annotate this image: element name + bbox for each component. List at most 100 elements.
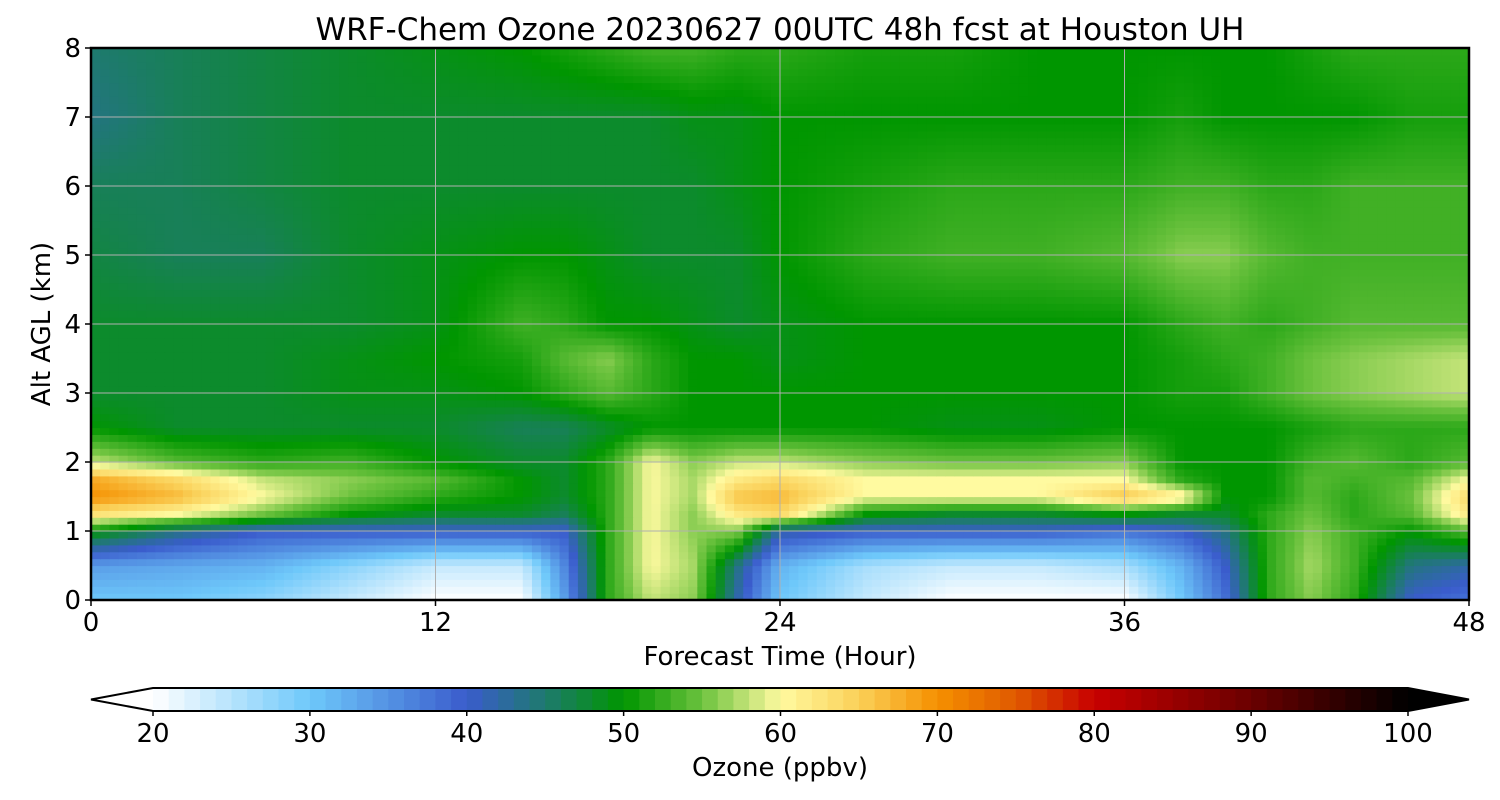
heatmap-cell (247, 586, 257, 594)
heatmap-cell (1349, 503, 1360, 511)
heatmap-cell (1322, 551, 1332, 560)
heatmap-cell (476, 372, 487, 380)
heatmap-cell (743, 420, 754, 429)
heatmap-cell (1156, 434, 1167, 442)
heatmap-cell (568, 537, 579, 546)
heatmap-cell (991, 510, 1002, 518)
heatmap-cell (1129, 565, 1139, 573)
heatmap-cell (669, 386, 680, 394)
heatmap-cell (908, 399, 919, 408)
heatmap-cell (835, 496, 845, 504)
heatmap-cell (596, 524, 607, 532)
heatmap-cell (100, 551, 110, 560)
heatmap-cell (1294, 496, 1305, 504)
heatmap-cell (568, 531, 579, 539)
heatmap-cell (467, 482, 478, 491)
heatmap-cell (1404, 475, 1415, 484)
heatmap-cell (1046, 393, 1057, 401)
heatmap-cell (1129, 593, 1139, 600)
heatmap-cell (688, 524, 698, 532)
heatmap-cell (118, 551, 129, 560)
heatmap-cell (109, 565, 120, 573)
heatmap-cell (1303, 551, 1314, 560)
heatmap-cell (1358, 558, 1369, 567)
heatmap-cell (1147, 441, 1158, 449)
heatmap-cell (320, 434, 331, 442)
heatmap-cell (651, 386, 662, 394)
heatmap-cell (825, 517, 836, 525)
heatmap-cell (1450, 558, 1461, 567)
heatmap-cell (1202, 427, 1213, 435)
heatmap-cell (394, 365, 404, 373)
heatmap-cell (173, 448, 184, 456)
heatmap-cell (265, 531, 276, 539)
heatmap-cell (835, 579, 845, 587)
heatmap-cell (577, 537, 588, 546)
heatmap-cell (550, 379, 561, 387)
heatmap-cell (844, 524, 855, 532)
heatmap-cell (825, 399, 836, 408)
heatmap-cell (1367, 544, 1378, 553)
heatmap-cell (394, 455, 404, 463)
heatmap-cell (954, 572, 965, 580)
heatmap-cell (1239, 517, 1250, 525)
heatmap-cell (302, 517, 313, 525)
heatmap-cell (881, 517, 891, 525)
heatmap-cell (1175, 399, 1185, 408)
heatmap-cell (807, 420, 818, 429)
heatmap-cell (1386, 551, 1397, 560)
heatmap-cell (384, 489, 395, 498)
heatmap-cell (1294, 379, 1305, 387)
heatmap-cell (669, 455, 680, 463)
heatmap-cell (504, 393, 515, 401)
heatmap-cell (669, 503, 680, 511)
heatmap-cell (210, 579, 221, 587)
heatmap-cell (1239, 524, 1250, 532)
heatmap-cell (1441, 551, 1452, 560)
heatmap-cell (192, 441, 202, 449)
heatmap-cell (688, 489, 698, 498)
heatmap-cell (1322, 468, 1332, 477)
heatmap-cell (899, 586, 910, 594)
heatmap-cell (642, 441, 652, 449)
heatmap-cell (825, 420, 836, 429)
heatmap-cell (651, 455, 662, 463)
heatmap-cell (1441, 475, 1452, 484)
heatmap-cell (678, 441, 689, 449)
heatmap-cell (1377, 448, 1387, 456)
heatmap-cell (890, 593, 901, 600)
heatmap-cell (1064, 565, 1075, 573)
heatmap-cell (678, 434, 689, 442)
heatmap-cell (752, 558, 763, 567)
heatmap-cell (1276, 565, 1286, 573)
heatmap-cell (440, 510, 450, 518)
heatmap-cell (936, 544, 946, 553)
heatmap-cell (1230, 455, 1240, 463)
heatmap-cell (1147, 482, 1158, 491)
heatmap-cell (1395, 489, 1406, 498)
heatmap-cell (743, 510, 754, 518)
heatmap-cell (761, 544, 772, 553)
heatmap-cell (761, 462, 772, 470)
heatmap-cell (926, 372, 937, 380)
heatmap-cell (1129, 572, 1139, 580)
heatmap-cell (1441, 399, 1452, 408)
heatmap-cell (348, 365, 359, 373)
heatmap-cell (421, 579, 432, 587)
heatmap-cell (495, 420, 505, 429)
heatmap-cell (458, 537, 469, 546)
heatmap-cell (247, 399, 257, 408)
heatmap-cell (1165, 586, 1176, 594)
heatmap-cell (1312, 372, 1323, 380)
heatmap-cell (1432, 468, 1443, 477)
heatmap-cell (384, 406, 395, 415)
heatmap-cell (1276, 448, 1286, 456)
heatmap-cell (1138, 524, 1149, 532)
heatmap-cell (816, 517, 827, 525)
heatmap-cell (963, 496, 974, 504)
heatmap-cell (1129, 448, 1139, 456)
heatmap-cell (917, 393, 928, 401)
heatmap-cell (1349, 482, 1360, 491)
heatmap-cell (734, 455, 744, 463)
heatmap-cell (871, 496, 882, 504)
